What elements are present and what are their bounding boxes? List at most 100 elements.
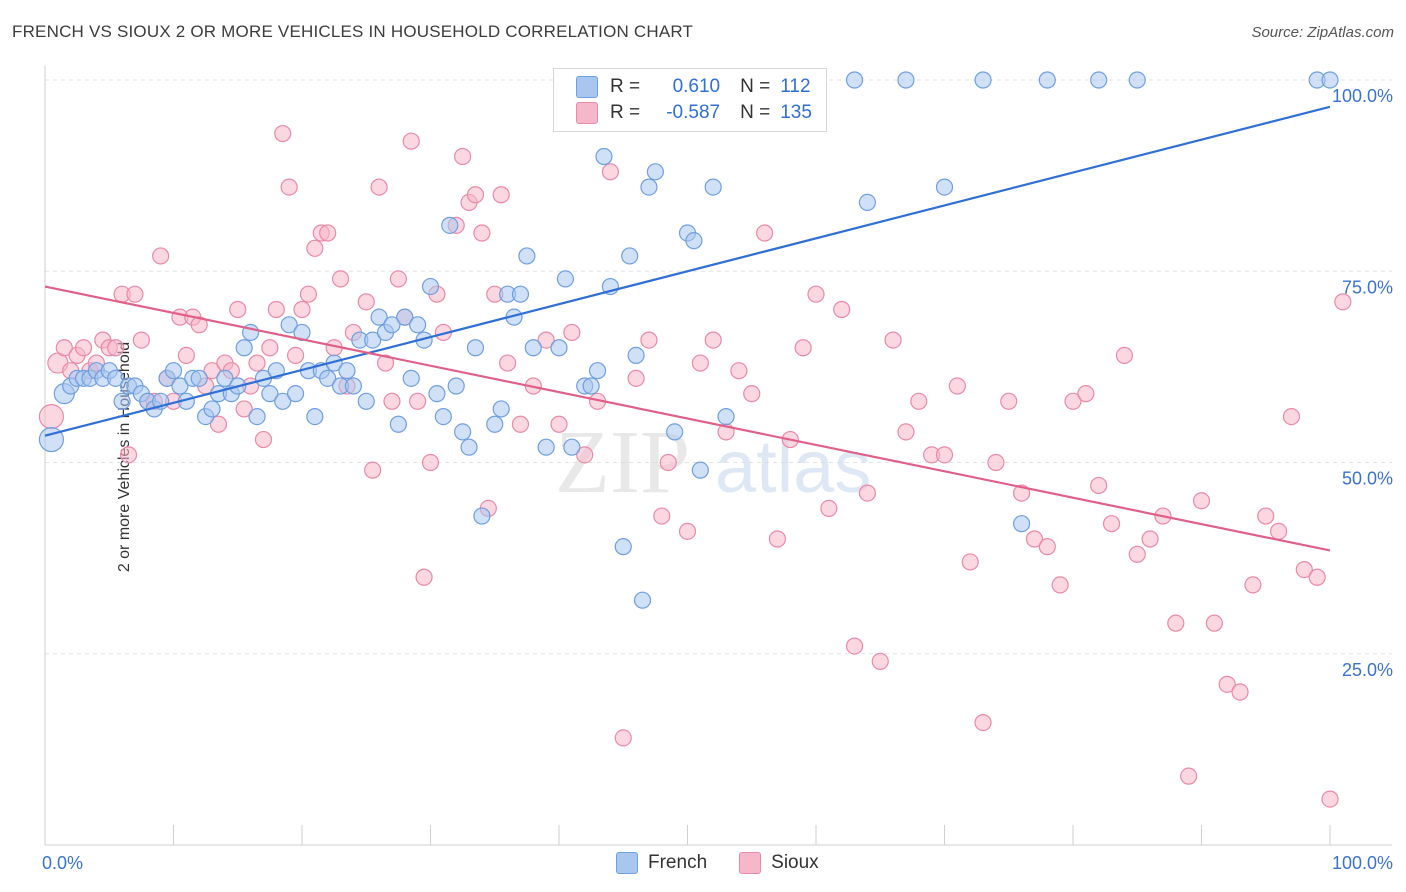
x-tick-label: 0.0% <box>42 853 83 873</box>
french-point <box>1012 515 1031 533</box>
sioux-point <box>370 178 388 196</box>
chart-title: FRENCH VS SIOUX 2 OR MORE VEHICLES IN HO… <box>12 22 694 41</box>
sioux-point <box>55 339 73 357</box>
sioux-point <box>299 285 318 303</box>
french-point <box>460 438 478 456</box>
french-point <box>357 392 375 410</box>
sioux-point <box>261 339 279 357</box>
french-point <box>935 178 954 196</box>
sioux-point <box>820 499 838 517</box>
sioux-point <box>357 293 375 311</box>
french-point <box>274 392 292 410</box>
x-tick-labels: 0.0% 100.0% <box>42 853 1393 873</box>
sioux-point <box>897 423 915 441</box>
french-point <box>492 400 510 418</box>
sioux-point <box>1051 576 1069 594</box>
sioux-point <box>409 392 427 410</box>
sioux-point <box>1334 293 1352 311</box>
sioux-point <box>576 446 594 464</box>
sioux-point <box>293 300 311 319</box>
sioux-trend-line <box>44 285 1331 552</box>
sioux-point <box>858 484 877 502</box>
sioux-point <box>466 186 485 204</box>
chart-source: Source: ZipAtlas.com <box>1251 24 1394 41</box>
french-point <box>396 308 414 326</box>
french-point <box>486 415 504 433</box>
french-point <box>248 408 266 426</box>
sioux-point <box>948 377 966 395</box>
axes <box>44 66 1392 846</box>
sioux-point <box>1257 507 1275 525</box>
french-point <box>441 216 459 234</box>
french-point <box>858 193 877 211</box>
grid-lines <box>45 79 1392 655</box>
french-point <box>666 423 684 441</box>
french-point <box>588 362 607 380</box>
sioux-point <box>267 300 285 319</box>
french-point <box>633 591 652 609</box>
french-point <box>466 339 485 357</box>
sioux-point <box>383 392 401 410</box>
sioux-point <box>1102 515 1121 533</box>
x-tick-label: 100.0% <box>1332 853 1393 873</box>
french-point <box>518 247 536 265</box>
sioux-point <box>627 369 645 387</box>
legend-swatch-french <box>576 76 598 98</box>
sioux-point <box>126 285 144 303</box>
legend-item-sioux[interactable]: Sioux <box>739 852 819 874</box>
sioux-point <box>768 530 787 548</box>
sioux-point <box>807 285 825 303</box>
sioux-point <box>1000 392 1018 410</box>
legend-item-french[interactable]: French <box>616 852 707 874</box>
french-point <box>1038 71 1056 89</box>
sioux-point <box>563 323 581 342</box>
sioux-point <box>1064 392 1082 410</box>
french-point <box>537 438 555 456</box>
french-point <box>704 178 722 196</box>
trend-lines <box>44 105 1331 552</box>
french-point <box>113 392 131 410</box>
legend-n-label: N = <box>740 76 771 97</box>
french-point <box>402 369 420 387</box>
legend-n-value: 135 <box>780 102 812 123</box>
french-point <box>389 415 407 433</box>
sioux-point <box>1077 385 1095 403</box>
french-point <box>685 232 703 250</box>
sioux-point <box>1090 476 1108 495</box>
sioux-points <box>38 124 1352 808</box>
french-point <box>383 316 401 334</box>
legend-row-sioux: R = -0.587 N = 135 <box>576 101 812 125</box>
sioux-point <box>1231 683 1249 701</box>
legend-swatch-sioux <box>576 102 598 124</box>
sioux-point <box>1128 545 1146 563</box>
legend-label-french: French <box>648 852 708 873</box>
sioux-point <box>376 354 395 372</box>
french-point <box>370 308 388 326</box>
french-point <box>280 316 298 334</box>
sioux-point <box>871 652 889 671</box>
sioux-point <box>601 163 620 181</box>
sioux-point <box>935 446 954 464</box>
sioux-point <box>537 331 555 349</box>
sioux-point <box>254 430 273 449</box>
sioux-point <box>152 247 170 265</box>
french-point <box>428 385 446 403</box>
french-point <box>646 163 664 181</box>
sioux-point <box>659 453 677 472</box>
sioux-point <box>132 331 150 349</box>
y-tick-label: 75.0% <box>1342 277 1393 297</box>
sioux-point <box>248 354 266 372</box>
sioux-point <box>833 300 851 319</box>
french-point <box>974 71 992 89</box>
french-point <box>627 346 645 364</box>
sioux-point <box>1269 522 1288 540</box>
french-point <box>235 339 253 357</box>
sioux-point <box>229 300 247 319</box>
sioux-point <box>286 346 305 364</box>
french-point <box>640 178 658 196</box>
french-point <box>717 408 735 426</box>
sioux-point <box>306 239 324 257</box>
legend-row-french: R = 0.610 N = 112 <box>576 75 811 99</box>
legend-swatch-sioux <box>739 852 762 874</box>
